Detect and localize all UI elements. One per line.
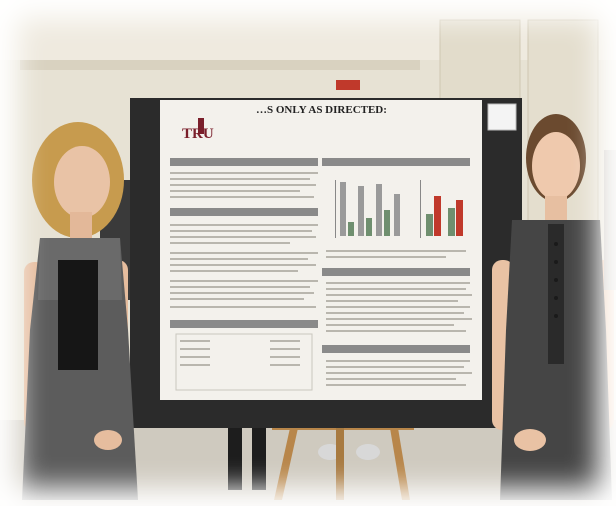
section-header-bar bbox=[170, 158, 318, 166]
section-header-bar bbox=[322, 268, 470, 276]
wall-molding bbox=[20, 60, 420, 70]
poster-body-text bbox=[326, 250, 472, 386]
sticky-note bbox=[487, 103, 517, 131]
self-efficacy-bar-chart bbox=[420, 180, 463, 238]
poster-logo-text: TRU bbox=[182, 126, 214, 142]
section-header-bar bbox=[170, 208, 318, 216]
exit-sign bbox=[336, 80, 360, 90]
right-presenter bbox=[492, 114, 614, 500]
background-person-leg bbox=[252, 420, 266, 490]
attitudes-table bbox=[175, 333, 313, 391]
poster-body-text bbox=[170, 172, 318, 308]
shoe bbox=[356, 444, 380, 460]
ceiling-band bbox=[0, 0, 616, 60]
poster-title: …S ONLY AS DIRECTED: bbox=[256, 104, 387, 116]
section-header-bar bbox=[170, 320, 318, 328]
section-header-bar bbox=[322, 158, 470, 166]
easel-leg bbox=[274, 428, 298, 500]
easel-center-leg bbox=[336, 428, 344, 500]
section-header-bar bbox=[322, 345, 470, 353]
logo-tower-icon bbox=[198, 118, 204, 134]
background-person-leg bbox=[228, 420, 242, 490]
background-person-edge bbox=[604, 150, 616, 290]
left-presenter bbox=[22, 122, 138, 500]
knowledge-bar-chart bbox=[335, 180, 400, 238]
easel-leg bbox=[390, 428, 410, 500]
